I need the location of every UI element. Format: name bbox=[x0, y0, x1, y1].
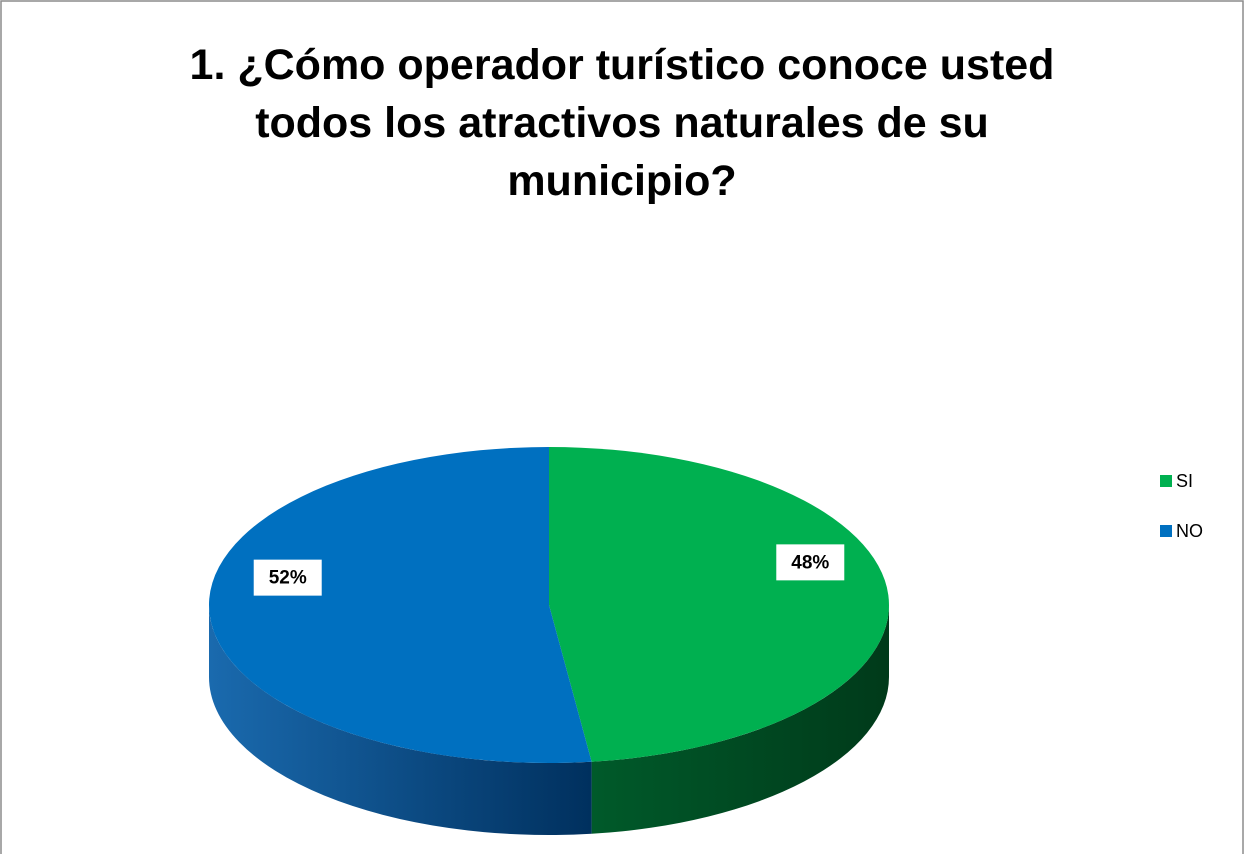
pie-slice bbox=[209, 447, 592, 763]
legend-swatch bbox=[1160, 475, 1172, 487]
data-label: 52% bbox=[269, 568, 307, 589]
legend-swatch bbox=[1160, 525, 1172, 537]
pie-slice-side bbox=[591, 605, 890, 834]
data-label-box bbox=[253, 559, 322, 596]
legend-label: SI bbox=[1176, 471, 1193, 491]
pie-slice-side bbox=[208, 605, 592, 836]
pie-slice bbox=[549, 447, 890, 762]
legend-label: NO bbox=[1176, 521, 1203, 541]
data-label: 48% bbox=[791, 552, 829, 573]
chart-title: 1. ¿Cómo operador turístico conoce usted… bbox=[189, 41, 1055, 205]
data-label-box bbox=[776, 544, 845, 581]
